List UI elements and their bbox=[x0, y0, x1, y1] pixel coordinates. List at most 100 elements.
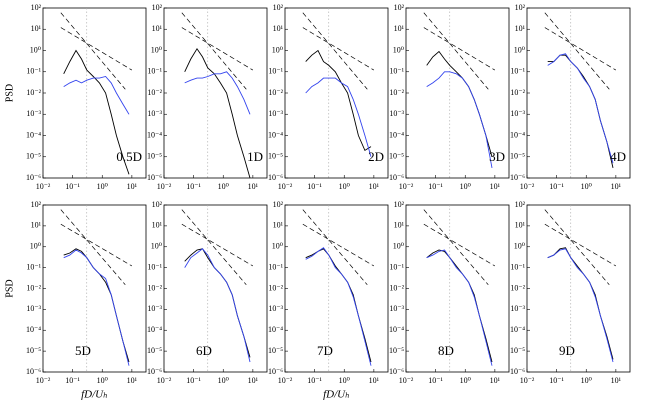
y-tick-label: 10⁻⁶ bbox=[268, 173, 283, 182]
psd-line bbox=[184, 248, 251, 363]
psd-line bbox=[547, 54, 614, 169]
x-tick-label: 10⁻¹ bbox=[307, 182, 322, 191]
reference-slope bbox=[544, 12, 610, 90]
x-tick-label: 10¹ bbox=[490, 376, 501, 385]
y-tick-label: 10² bbox=[152, 200, 163, 209]
reference-slope bbox=[423, 223, 496, 267]
psd-line bbox=[305, 247, 372, 366]
reference-slope bbox=[181, 12, 247, 90]
psd-line bbox=[184, 248, 251, 358]
y-tick-label: 10⁰ bbox=[393, 242, 404, 251]
x-tick-label: 10⁰ bbox=[460, 376, 471, 385]
x-tick-label: 10⁻¹ bbox=[549, 182, 564, 191]
y-tick-label: 10⁰ bbox=[514, 242, 525, 251]
y-tick-label: 10⁻² bbox=[26, 283, 41, 292]
y-tick-label: 10⁻³ bbox=[389, 304, 404, 313]
y-tick-label: 10⁻³ bbox=[26, 304, 41, 313]
psd-line bbox=[63, 248, 130, 363]
y-tick-label: 10⁻⁶ bbox=[268, 367, 283, 376]
y-tick-label: 10² bbox=[515, 200, 526, 209]
y-tick-label: 10⁻⁵ bbox=[26, 346, 41, 355]
y-tick-label: 10⁻² bbox=[510, 283, 525, 292]
psd-line bbox=[305, 49, 372, 152]
plot-frame bbox=[163, 204, 268, 373]
y-tick-label: 10⁻¹ bbox=[147, 262, 162, 271]
plot-frame bbox=[42, 204, 147, 373]
reference-slope bbox=[60, 223, 133, 267]
x-tick-label: 10⁻¹ bbox=[307, 376, 322, 385]
y-tick-label: 10⁻⁶ bbox=[389, 367, 404, 376]
y-tick-label: 10⁻² bbox=[147, 283, 162, 292]
psd-line bbox=[547, 248, 614, 363]
y-tick-label: 10⁻² bbox=[268, 283, 283, 292]
y-tick-label: 10⁻⁵ bbox=[268, 152, 283, 161]
x-tick-label: 10⁰ bbox=[339, 376, 350, 385]
reference-slope bbox=[181, 27, 254, 71]
y-tick-label: 10⁻¹ bbox=[147, 67, 162, 76]
y-tick-label: 10⁻⁵ bbox=[510, 152, 525, 161]
y-tick-label: 10¹ bbox=[31, 24, 42, 33]
x-axis-label: fD/Uₕ bbox=[81, 389, 108, 401]
x-tick-label: 10¹ bbox=[248, 376, 259, 385]
y-tick-label: 10⁻⁴ bbox=[268, 130, 283, 139]
y-tick-label: 10⁻⁴ bbox=[510, 325, 525, 334]
y-tick-label: 10⁻⁶ bbox=[510, 173, 525, 182]
reference-slope bbox=[302, 223, 375, 267]
x-tick-label: 10⁻² bbox=[278, 376, 293, 385]
y-tick-label: 10¹ bbox=[273, 221, 284, 230]
psd-line bbox=[547, 247, 614, 360]
y-tick-label: 10⁰ bbox=[272, 45, 283, 54]
reference-slope bbox=[181, 223, 254, 267]
y-tick-label: 10¹ bbox=[31, 221, 42, 230]
y-tick-label: 10⁻⁶ bbox=[147, 173, 162, 182]
y-tick-label: 10⁻² bbox=[268, 88, 283, 97]
y-tick-label: 10² bbox=[273, 3, 284, 12]
y-tick-label: 10⁻⁴ bbox=[510, 130, 525, 139]
y-tick-label: 10⁰ bbox=[30, 45, 41, 54]
x-tick-label: 10⁻² bbox=[520, 182, 535, 191]
y-tick-label: 10² bbox=[31, 200, 42, 209]
psd-line bbox=[426, 50, 493, 157]
x-tick-label: 10⁰ bbox=[218, 182, 229, 191]
y-tick-label: 10⁻³ bbox=[26, 109, 41, 118]
y-tick-label: 10⁻² bbox=[26, 88, 41, 97]
x-tick-label: 10⁰ bbox=[460, 182, 471, 191]
y-tick-label: 10² bbox=[515, 3, 526, 12]
x-tick-label: 10⁻¹ bbox=[186, 376, 201, 385]
y-tick-label: 10¹ bbox=[394, 221, 405, 230]
y-tick-label: 10¹ bbox=[152, 24, 163, 33]
y-tick-label: 10⁻⁶ bbox=[26, 367, 41, 376]
y-tick-label: 10⁻¹ bbox=[268, 262, 283, 271]
reference-slope bbox=[544, 209, 610, 286]
y-tick-label: 10⁰ bbox=[151, 45, 162, 54]
y-tick-label: 10⁻⁴ bbox=[268, 325, 283, 334]
y-tick-label: 10⁻⁴ bbox=[26, 130, 41, 139]
y-tick-label: 10⁻³ bbox=[510, 304, 525, 313]
x-tick-label: 10⁻² bbox=[278, 182, 293, 191]
psd-line bbox=[184, 47, 251, 179]
panel-annotation: 8D bbox=[438, 343, 454, 358]
psd-line bbox=[184, 71, 251, 115]
reference-slope bbox=[302, 27, 375, 71]
reference-slope bbox=[423, 12, 489, 90]
x-tick-label: 10¹ bbox=[127, 182, 138, 191]
y-tick-label: 10⁻⁵ bbox=[510, 346, 525, 355]
panel-annotation: 5D bbox=[75, 343, 91, 358]
x-tick-label: 10⁰ bbox=[581, 376, 592, 385]
x-tick-label: 10⁻² bbox=[399, 182, 414, 191]
panel-annotation: 2D bbox=[368, 149, 384, 164]
y-tick-label: 10⁻² bbox=[389, 88, 404, 97]
psd-line bbox=[63, 49, 130, 175]
y-tick-label: 10⁻⁵ bbox=[389, 152, 404, 161]
x-tick-label: 10¹ bbox=[369, 182, 380, 191]
y-tick-label: 10² bbox=[152, 3, 163, 12]
y-tick-label: 10¹ bbox=[273, 24, 284, 33]
x-tick-label: 10⁻² bbox=[399, 376, 414, 385]
x-tick-label: 10⁻¹ bbox=[65, 182, 80, 191]
psd-line bbox=[426, 249, 493, 363]
